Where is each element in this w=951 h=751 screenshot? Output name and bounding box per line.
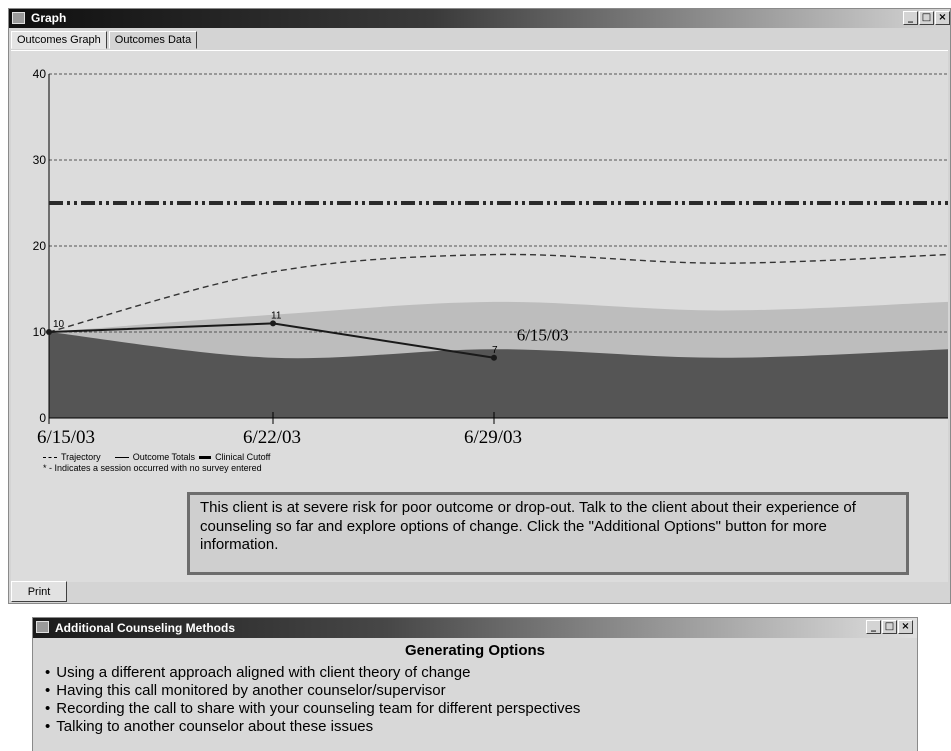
additional-methods-window: Additional Counseling Methods _ □ × Gene… — [32, 617, 918, 751]
outcome-point-label: 11 — [271, 310, 282, 321]
window-menu-icon[interactable] — [12, 12, 25, 24]
trajectory-line — [48, 253, 948, 333]
y-tick-label: 0 — [39, 411, 46, 425]
graph-window-title: Graph — [31, 11, 67, 25]
outcome-point — [491, 354, 497, 361]
list-item: Recording the call to share with your co… — [45, 700, 580, 718]
lower-band-area — [49, 332, 948, 418]
list-item: Having this call monitored by another co… — [45, 682, 580, 700]
legend-note: * - Indicates a session occurred with no… — [43, 463, 262, 473]
legend-trajectory-label: Trajectory — [61, 452, 101, 462]
y-tick-label: 20 — [33, 239, 47, 253]
y-tick-label: 40 — [33, 67, 47, 81]
outcome-point-label: 7 — [492, 345, 498, 356]
methods-titlebar[interactable]: Additional Counseling Methods _ □ × — [33, 618, 917, 638]
y-tick-label: 30 — [33, 153, 47, 167]
x-tick-label: 6/15/03 — [37, 427, 95, 448]
outcome-point — [270, 320, 276, 327]
print-button[interactable]: Print — [11, 581, 67, 602]
maximize-button[interactable]: □ — [882, 620, 897, 634]
methods-heading: Generating Options — [404, 642, 545, 659]
risk-message: This client is at severe risk for poor o… — [187, 492, 909, 575]
legend-cutoff-label: Clinical Cutoff — [215, 452, 271, 462]
list-item: Talking to another counselor about these… — [45, 718, 580, 736]
window-menu-icon[interactable] — [36, 621, 49, 633]
chart-canvas: 0 10 20 30 40 10 11 7 6/15/03 6/15/03 6/22/03 6/29/… — [33, 67, 948, 448]
methods-list: Using a different approach aligned with … — [45, 664, 580, 736]
graph-tabs: Outcomes Graph Outcomes Data — [11, 31, 199, 49]
minimize-button[interactable]: _ — [903, 11, 918, 25]
close-button[interactable]: × — [898, 620, 913, 634]
y-tick-label: 10 — [33, 325, 47, 339]
x-tick-label: 6/22/03 — [243, 427, 301, 448]
tab-outcomes-graph[interactable]: Outcomes Graph — [11, 31, 107, 49]
maximize-button[interactable]: □ — [919, 11, 934, 25]
methods-window-title: Additional Counseling Methods — [55, 621, 235, 635]
outcome-point-label: 10 — [53, 319, 65, 330]
legend-outcome-label: Outcome Totals — [132, 452, 196, 462]
legend-trajectory-swatch — [43, 456, 57, 458]
graph-window: Graph _ □ × Outcomes Graph Outcomes Data… — [8, 8, 951, 604]
close-button[interactable]: × — [935, 11, 950, 25]
outcome-point — [46, 329, 52, 335]
minimize-button[interactable]: _ — [866, 620, 881, 634]
chart-annotation: 6/15/03 — [517, 326, 569, 345]
chart-legend: Trajectory Outcome Totals Clinical Cutof… — [43, 452, 270, 462]
legend-outcome-swatch — [114, 456, 129, 458]
tab-outcomes-data[interactable]: Outcomes Data — [108, 31, 198, 49]
outcomes-chart: 0 10 20 30 40 10 11 7 6/15/03 6/15/03 6/22/03 6/29/… — [11, 50, 948, 582]
legend-cutoff-swatch — [199, 455, 212, 459]
list-item: Using a different approach aligned with … — [45, 664, 580, 682]
x-tick-label: 6/29/03 — [464, 427, 522, 448]
graph-titlebar[interactable]: Graph _ □ × — [9, 9, 950, 28]
